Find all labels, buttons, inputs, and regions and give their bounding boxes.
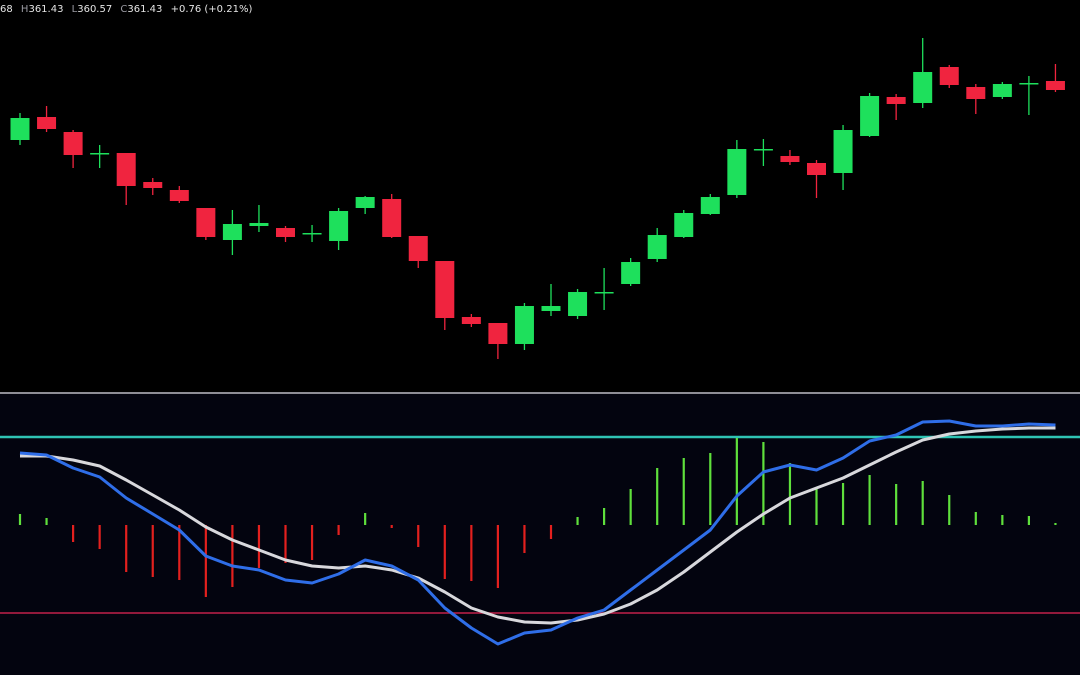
candle-body [90,153,110,155]
candle-body [276,228,295,237]
low-value: 360.57 [77,4,112,15]
candle-body [541,306,561,311]
open-value: 68 [0,4,13,15]
close-label: C [120,4,127,15]
change-value: +0.76 (+0.21%) [171,4,253,15]
candle-body [886,97,906,104]
candle-body [222,224,242,240]
candle-body [966,87,986,99]
close-value: 361.43 [127,4,162,15]
candle-body [939,67,959,85]
high-label: H [21,4,29,15]
candle-body [568,292,588,316]
ohlc-header: 68 H361.43 L360.57 C361.43 +0.76 (+0.21%… [0,4,252,15]
candle-body [514,306,534,344]
candle-body [408,236,428,261]
candle-body [674,213,694,237]
candle-body [196,208,216,237]
candle-body [435,261,455,318]
candle-body [116,153,136,186]
candle-body [807,163,826,175]
low-label: L [72,4,78,15]
candle-body [621,262,641,284]
candle-body [488,323,508,344]
candle-body [169,190,189,201]
candle-body [37,117,57,129]
candle-body [1045,81,1065,90]
candle-body [647,235,667,259]
candle-body [382,199,402,237]
indicator-line [20,426,1056,625]
candle-body [727,149,747,195]
candle-body [753,149,773,151]
candle-body [594,292,614,294]
candle-body [700,197,720,214]
candle-body [302,233,322,235]
candle-body [10,118,30,140]
indicator-line [19,419,1056,646]
candle-body [992,84,1012,97]
candle-body [833,130,853,173]
candle-body [461,317,481,324]
candle-body [249,223,269,226]
candle-body [143,182,163,188]
price-pane [0,0,1080,393]
candle-body [913,72,933,103]
candle-body [355,197,375,208]
candle-body [780,156,800,162]
candle-body [329,211,349,241]
candle-body [63,132,83,155]
candle-body [860,96,880,136]
high-value: 361.43 [28,4,63,15]
candle-body [1019,83,1039,85]
